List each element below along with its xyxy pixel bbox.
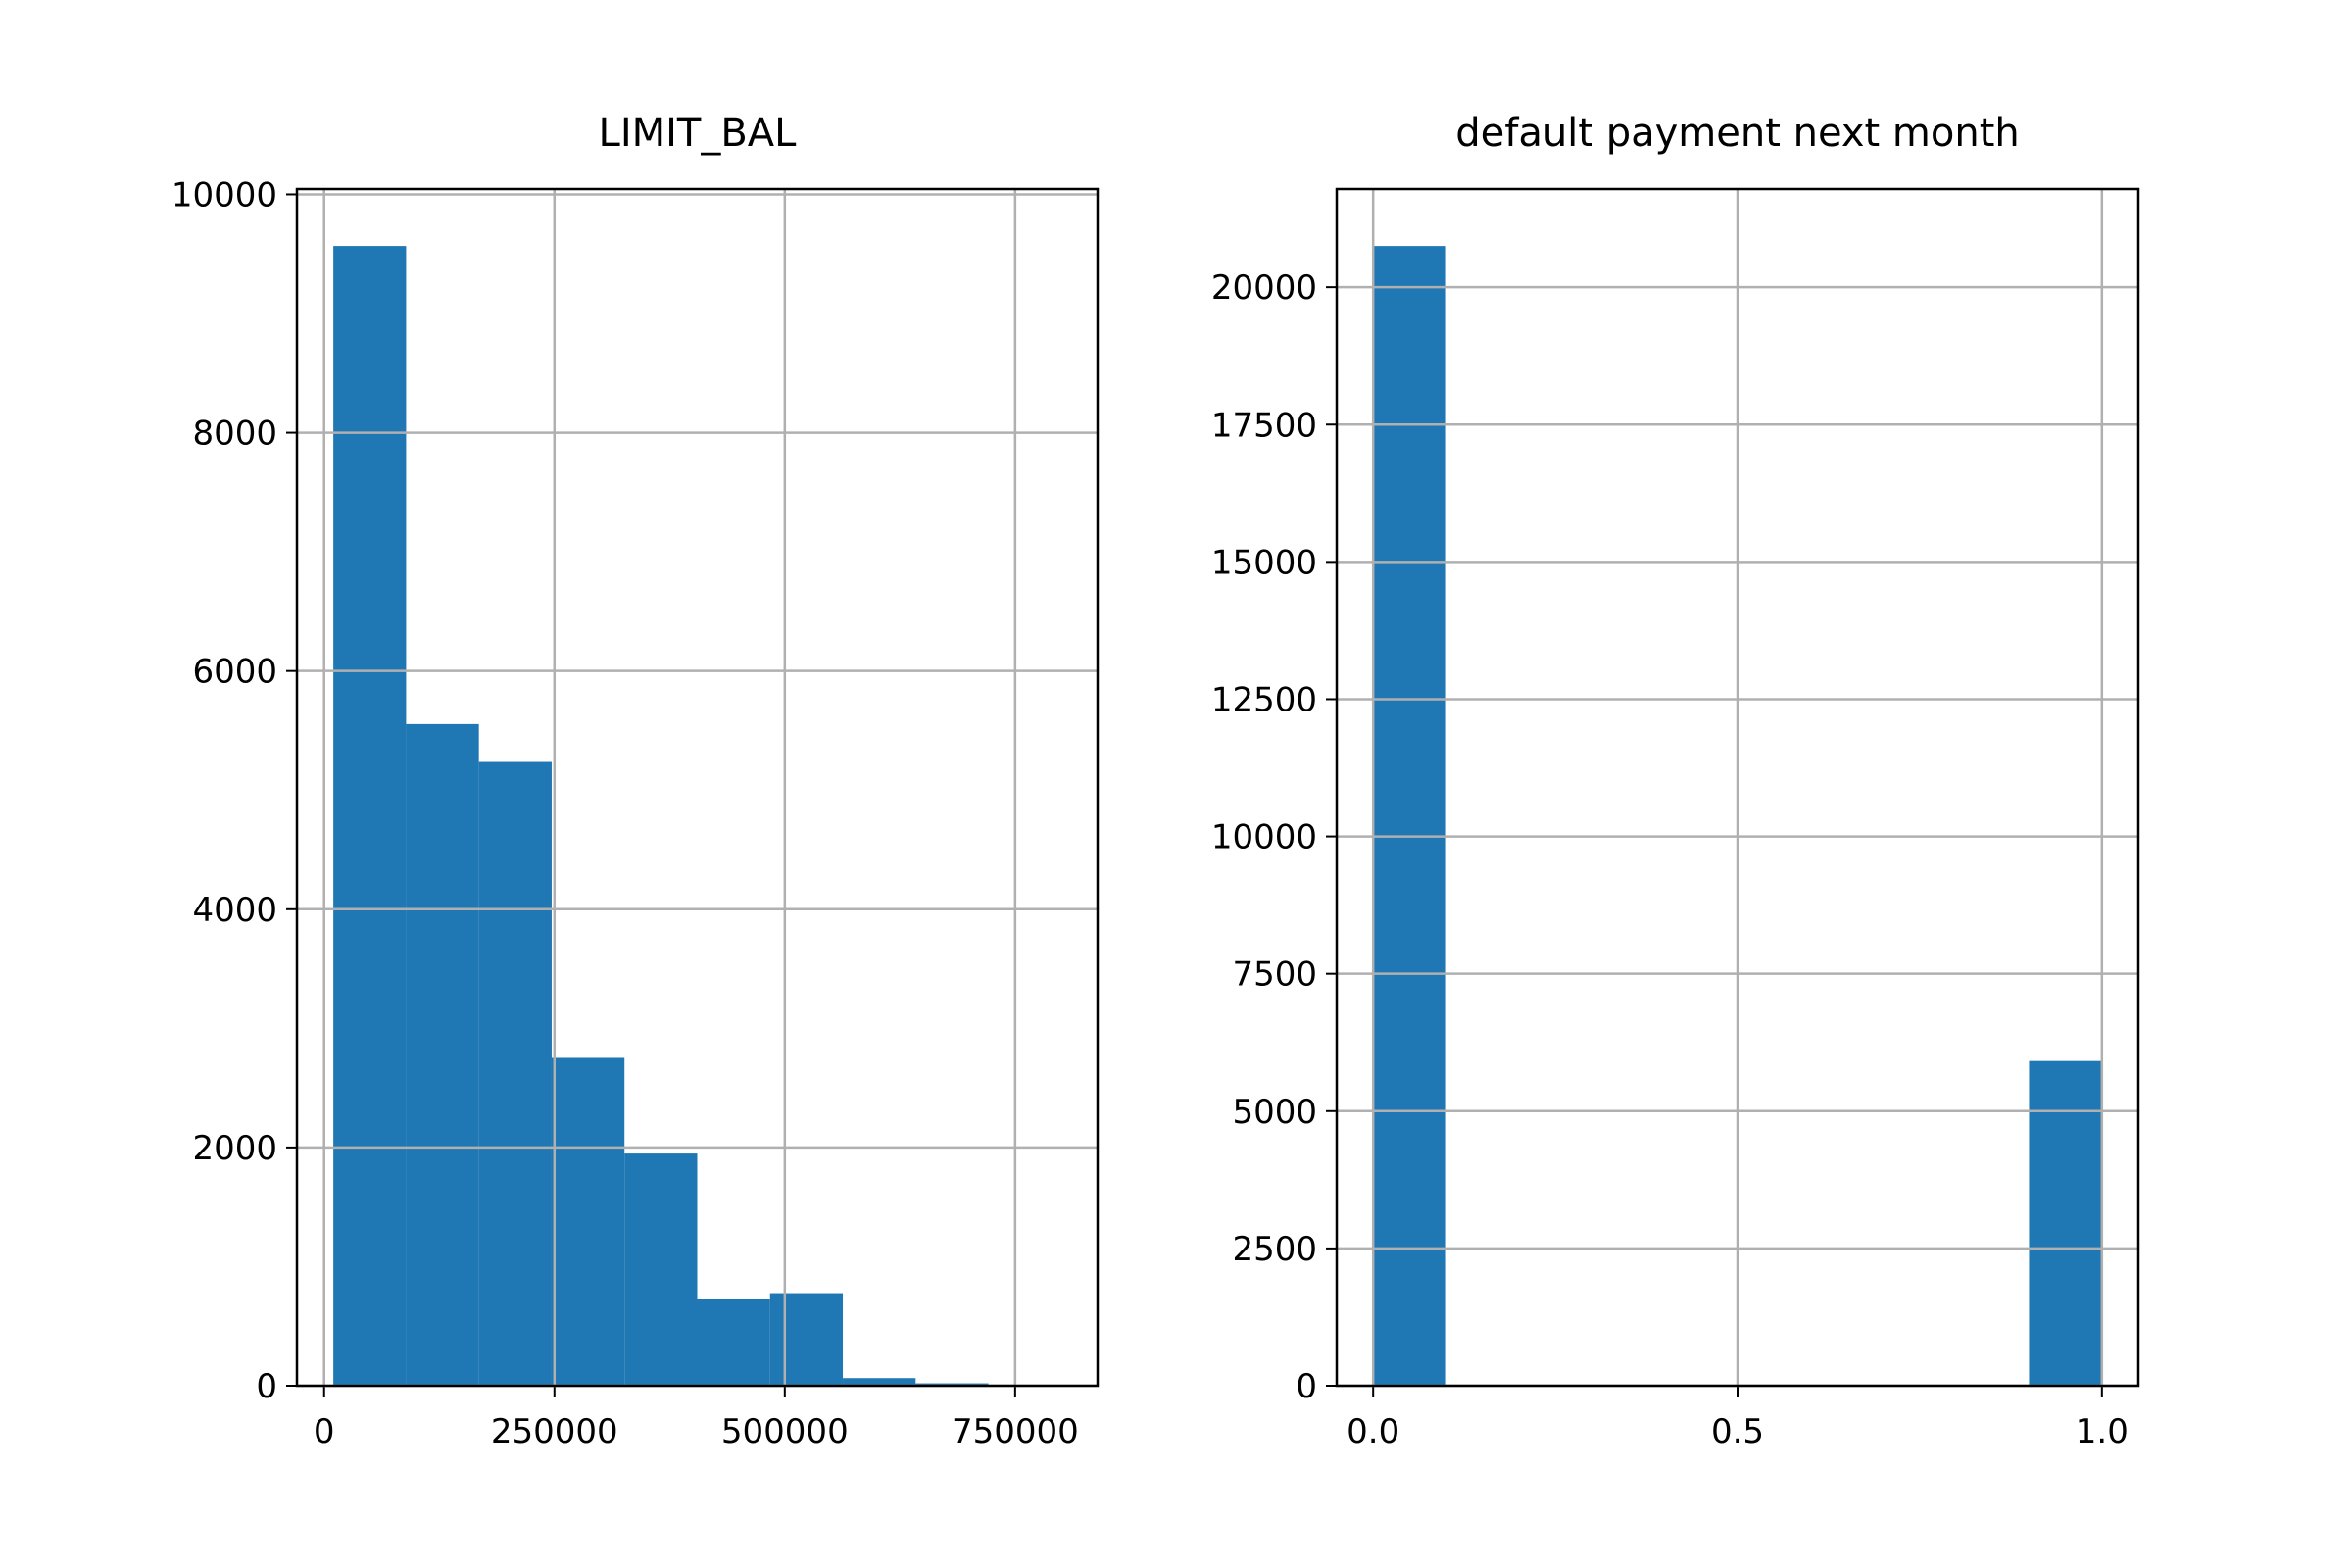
axes-frame [295,187,1100,1388]
x-tick-label: 250000 [491,1412,618,1451]
bar [2029,1060,2102,1386]
y-tick-label: 17500 [1211,406,1317,445]
y-tick-label: 10000 [1211,818,1317,858]
y-tick-label: 12500 [1211,680,1317,719]
y-tick-label: 0 [1296,1367,1317,1406]
bar [697,1298,770,1386]
y-tick-label: 8000 [192,415,277,454]
x-tick-label: 750000 [952,1412,1079,1451]
y-tick-label: 15000 [1211,543,1317,582]
x-tick-label: 1.0 [2076,1412,2129,1451]
y-tick-label: 20000 [1211,269,1317,308]
y-tick-label: 2500 [1232,1230,1317,1269]
x-tick-label: 0 [314,1412,335,1451]
x-tick-label: 0.5 [1711,1412,1764,1451]
x-tick-label: 0.0 [1347,1412,1399,1451]
bar [333,246,407,1387]
y-tick-label: 2000 [192,1129,277,1168]
y-tick-label: 0 [256,1367,277,1406]
bar [624,1153,698,1386]
bar [406,723,479,1386]
bar [551,1057,625,1386]
bar [843,1378,916,1386]
chart-title: default payment next month [1455,111,2020,156]
y-tick-label: 5000 [1232,1093,1317,1132]
bar [478,761,552,1386]
bar [769,1293,844,1386]
bar [1373,246,1446,1386]
y-tick-label: 7500 [1232,956,1317,995]
x-tick-label: 500000 [721,1412,849,1451]
chart-title: LIMIT_BAL [599,111,798,156]
y-tick-label: 6000 [192,653,277,692]
y-tick-label: 10000 [172,175,277,215]
y-tick-label: 4000 [192,891,277,930]
axes-frame [1335,187,2140,1388]
